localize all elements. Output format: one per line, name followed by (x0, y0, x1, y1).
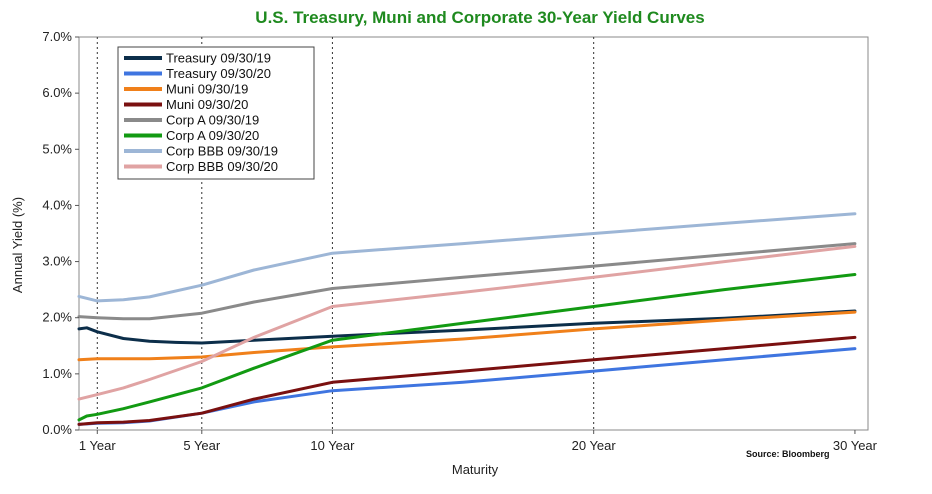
series-line-5 (77, 273, 857, 422)
x-axis-ticks: 1 Year 5 Year 10 Year 20 Year 30 Year (79, 430, 878, 453)
series-line-4 (77, 242, 857, 321)
x-tick-label: 1 Year (79, 438, 117, 453)
y-axis-label: Annual Yield (%) (10, 197, 25, 293)
series-line-2 (77, 310, 857, 362)
legend-entry: Treasury 09/30/19 (166, 51, 271, 66)
legend-entry: Corp A 09/30/20 (166, 128, 259, 143)
legend-entry: Corp BBB 09/30/19 (166, 144, 278, 159)
y-tick-label: 6.0% (42, 85, 72, 100)
legend-entry: Muni 09/30/19 (166, 82, 248, 97)
source-note: Source: Bloomberg (746, 449, 830, 459)
legend-entry: Corp BBB 09/30/20 (166, 159, 278, 174)
x-tick-label: 5 Year (183, 438, 221, 453)
x-tick-label: 20 Year (572, 438, 617, 453)
legend-box (117, 46, 315, 180)
series-line-6 (77, 212, 857, 303)
y-tick-label: 1.0% (42, 366, 72, 381)
x-axis-label: Maturity (452, 462, 499, 477)
x-tick-label: 30 Year (833, 438, 878, 453)
legend-entry: Corp A 09/30/19 (166, 113, 259, 128)
y-tick-label: 5.0% (42, 141, 72, 156)
x-tick-label: 10 Year (310, 438, 355, 453)
y-tick-label: 2.0% (42, 310, 72, 325)
chart-title: U.S. Treasury, Muni and Corporate 30-Yea… (255, 8, 704, 27)
y-tick-label: 3.0% (42, 254, 72, 269)
y-axis-ticks: 0.0% 1.0% 2.0% 3.0% 4.0% 5.0% 6.0% 7.0% (42, 29, 79, 437)
series-line-0 (77, 309, 857, 345)
legend-entry: Muni 09/30/20 (166, 97, 248, 112)
y-tick-label: 0.0% (42, 422, 72, 437)
series-line-7 (77, 244, 857, 401)
series-line-3 (77, 335, 857, 426)
y-tick-label: 7.0% (42, 29, 72, 44)
series-lines (77, 212, 857, 426)
y-tick-label: 4.0% (42, 197, 72, 212)
legend-entry: Treasury 09/30/20 (166, 66, 271, 81)
